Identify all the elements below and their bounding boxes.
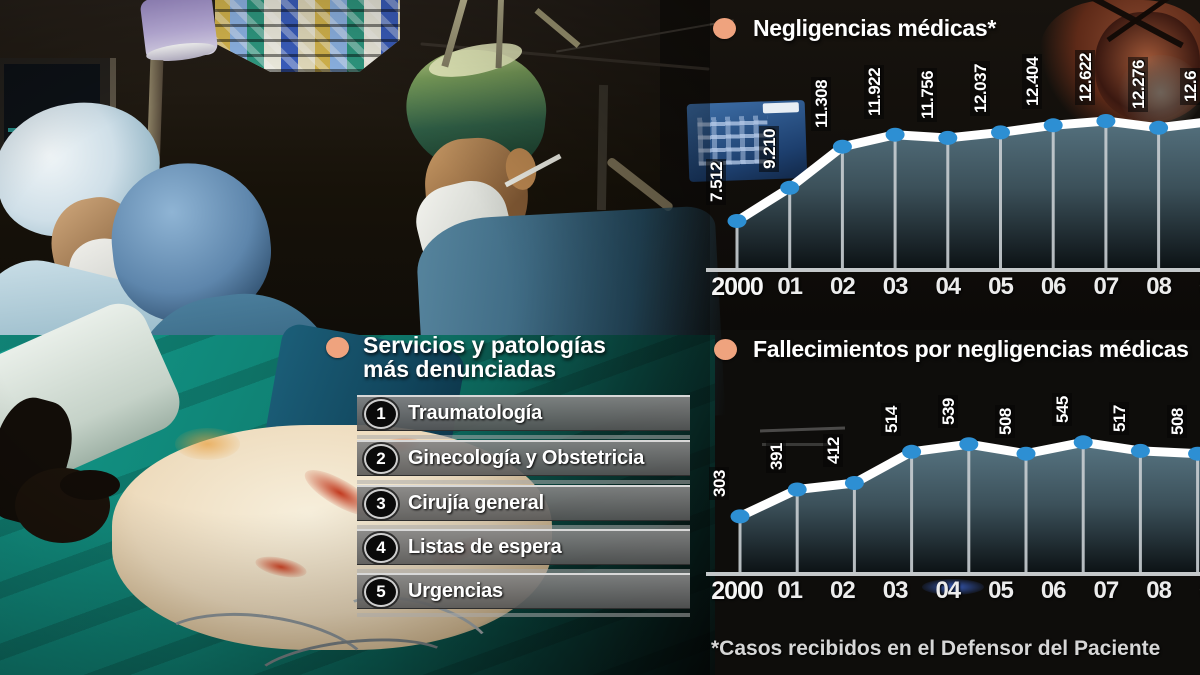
rank-badge: 2 bbox=[364, 443, 398, 474]
list-item: 3 Cirujía general bbox=[357, 485, 690, 529]
bullet-icon bbox=[326, 337, 349, 358]
list-item-label: Cirujía general bbox=[408, 492, 544, 514]
photo-equipment-gray bbox=[1118, 55, 1200, 130]
monitor-label-strip bbox=[762, 102, 800, 114]
rank-badge: 4 bbox=[364, 532, 398, 563]
rank-badge: 1 bbox=[364, 398, 398, 429]
list-item: 5 Urgencias bbox=[357, 573, 690, 617]
list-item: 4 Listas de espera bbox=[357, 529, 690, 573]
list-item: 1 Traumatología bbox=[357, 395, 690, 439]
list-item-label: Ginecología y Obstetricia bbox=[408, 447, 645, 469]
chart2-title: Fallecimientos por negligencias médicas bbox=[753, 336, 1189, 362]
rank-badge: 5 bbox=[364, 576, 398, 607]
photo-shelf-line2 bbox=[762, 443, 832, 446]
chart1-title: Negligencias médicas* bbox=[753, 15, 996, 41]
list-item: 2 Ginecología y Obstetricia bbox=[357, 440, 690, 484]
services-list-title: Servicios y patologías más denunciadas bbox=[363, 332, 606, 383]
list-item-label: Traumatología bbox=[408, 402, 543, 424]
list-item-label: Urgencias bbox=[408, 580, 503, 602]
photo-dark-right-bottom bbox=[660, 330, 1200, 675]
footnote: *Casos recibidos en el Defensor del Paci… bbox=[711, 637, 1161, 660]
rank-badge: 3 bbox=[364, 488, 398, 519]
bullet-icon bbox=[714, 339, 737, 360]
photo-blue-glow bbox=[922, 579, 984, 595]
bullet-icon bbox=[713, 18, 736, 39]
list-item-label: Listas de espera bbox=[408, 536, 562, 558]
